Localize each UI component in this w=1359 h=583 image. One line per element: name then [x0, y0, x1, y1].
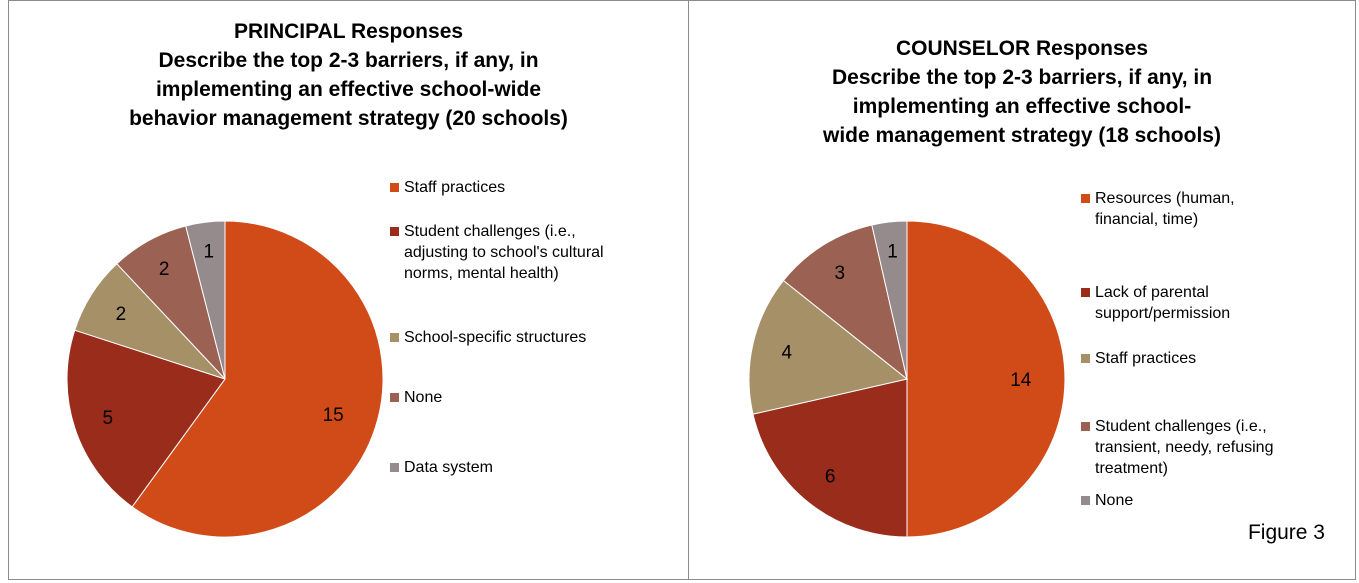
title-line: implementing an effective school-wide [155, 78, 542, 101]
legend-label: None [404, 389, 443, 406]
slice-data-label: 3 [834, 263, 845, 284]
legend-swatch [390, 227, 399, 236]
pie-slice [131, 220, 384, 538]
title-line: behavior management strategy (20 schools… [129, 107, 568, 130]
legend-swatch [1081, 496, 1090, 505]
counselor-chart-title: COUNSELOR Responses Describe the top 2-3… [689, 34, 1355, 150]
pie-slice [185, 220, 226, 380]
legend-label: None [1095, 492, 1134, 509]
legend-label: Data system [404, 459, 493, 476]
legend-label: Resources (human, financial, time) [1095, 190, 1235, 228]
legend-swatch [390, 183, 399, 192]
principal-chart-title: PRINCIPAL Responses Describe the top 2-3… [9, 17, 688, 133]
slice-data-label: 1 [203, 241, 214, 262]
legend-swatch [1081, 354, 1090, 363]
legend-label: Lack of parental support/permission [1095, 284, 1231, 322]
pie-slice [752, 378, 908, 538]
principal-chart-panel: PRINCIPAL Responses Describe the top 2-3… [8, 0, 689, 580]
slice-data-label: 2 [159, 259, 170, 280]
slice-data-label: 14 [1010, 370, 1032, 391]
legend-label: Staff practices [1095, 350, 1197, 367]
title-line: Describe the top 2-3 barriers, if any, i… [831, 66, 1213, 89]
legend-swatch [1081, 288, 1090, 297]
slice-data-label: 6 [825, 466, 836, 487]
legend-swatch [390, 333, 399, 342]
pie-slice [66, 329, 226, 508]
slice-data-label: 5 [103, 408, 114, 429]
legend-label: Staff practices [404, 179, 506, 196]
legend-swatch [1081, 422, 1090, 431]
slice-data-label: 1 [887, 241, 898, 262]
legend-label: Student challenges (i.e., transient, need… [1095, 418, 1274, 477]
legend-label: Student challenges (i.e., adjusting to sc… [404, 223, 604, 282]
title-line: implementing an effective school- [852, 95, 1192, 118]
title-line: wide management strategy (18 schools) [823, 124, 1221, 147]
title-line: PRINCIPAL Responses [233, 20, 464, 43]
slice-data-label: 2 [116, 304, 127, 325]
pie-slice [871, 220, 908, 380]
figure-label: Figure 3 [1247, 521, 1325, 544]
legend-swatch [390, 463, 399, 472]
pie-slice [782, 224, 908, 381]
pie-slice [906, 220, 1066, 538]
legend-swatch [1081, 194, 1090, 203]
title-line: Describe the top 2-3 barriers, if any, i… [158, 49, 539, 72]
counselor-pie-chart: 14 6 4 3 1 [748, 220, 1066, 538]
pie-slice [748, 279, 909, 415]
legend-label: School-specific structures [404, 329, 587, 346]
slice-data-label: 15 [323, 405, 344, 426]
counselor-chart-panel: COUNSELOR Responses Describe the top 2-3… [688, 0, 1356, 580]
principal-pie-chart: 15 5 2 2 1 [66, 220, 384, 538]
legend-swatch [390, 393, 399, 402]
title-line: COUNSELOR Responses [895, 37, 1149, 60]
slice-data-label: 4 [782, 343, 793, 364]
